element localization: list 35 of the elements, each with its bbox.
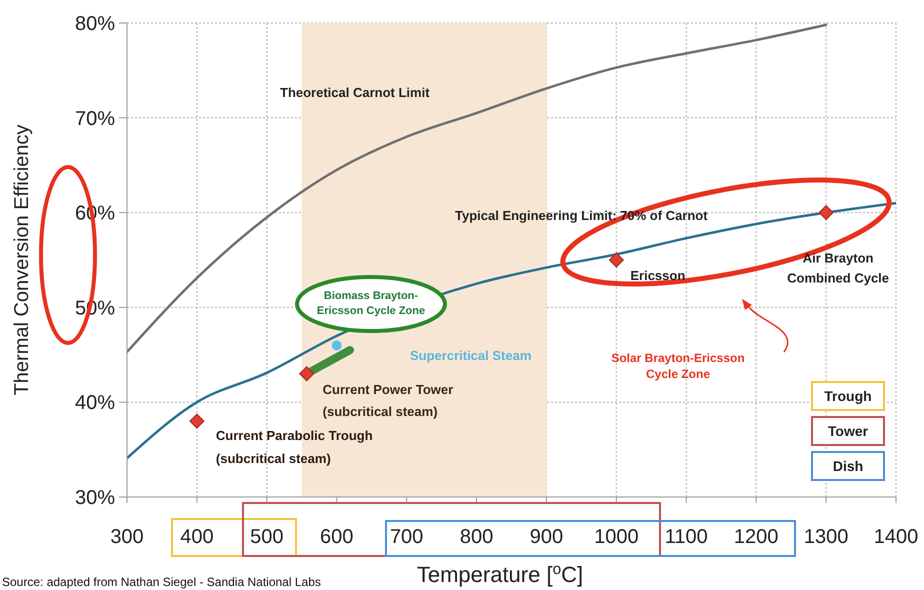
x-tick-label: 500 [250,526,284,548]
x-tick-label: 1000 [594,526,639,548]
y-tick-label: 80% [74,13,116,35]
annotation: Current Parabolic Trough (subcritical steam) [216,428,373,466]
annotation: Solar Brayton-Ericsson Cycle Zone [611,351,745,381]
annotation: Biomass Brayton- Ericsson Cycle Zone [316,290,426,317]
annotation: Air Brayton Combined Cycle [787,250,890,286]
x-tick-label: 300 [110,526,144,548]
point [608,252,624,268]
y-axis-title: Thermal Conversion Efficiency [11,124,33,396]
x-tick-label: 600 [320,526,354,548]
x-tick-label: 1300 [804,526,848,548]
annotation: Ericsson [630,268,686,283]
annotation: Trough [824,388,872,404]
x-axis-title: Temperature [$^{o}$C] [416,560,584,587]
x-tick-label: 1100 [664,526,708,548]
x-tick-label: 1400 [874,526,918,548]
annotation: Tower [828,423,869,439]
x-tick-label: 1200 [734,526,778,548]
point [299,366,314,382]
x-tick-label: 800 [460,526,494,548]
x-tick-label: 700 [390,526,424,548]
point [332,340,342,350]
annotation: Dish [832,458,864,474]
annotation: Supercritical Steam [410,348,532,363]
y-tick-label: 30% [74,487,116,509]
annotation: Theoretical Carnot Limit [280,85,430,100]
y-tick-label: 70% [74,108,116,130]
x-tick-label: 400 [180,526,214,548]
y-tick-label: 40% [74,392,116,414]
annotation: Current Power Tower (subcritical steam) [322,382,454,419]
point [818,205,834,220]
x-tick-label: 900 [530,526,564,548]
source-note: Source: adapted from Nathan Siegel - Sandia National Labs [2,575,321,589]
point [189,414,204,429]
